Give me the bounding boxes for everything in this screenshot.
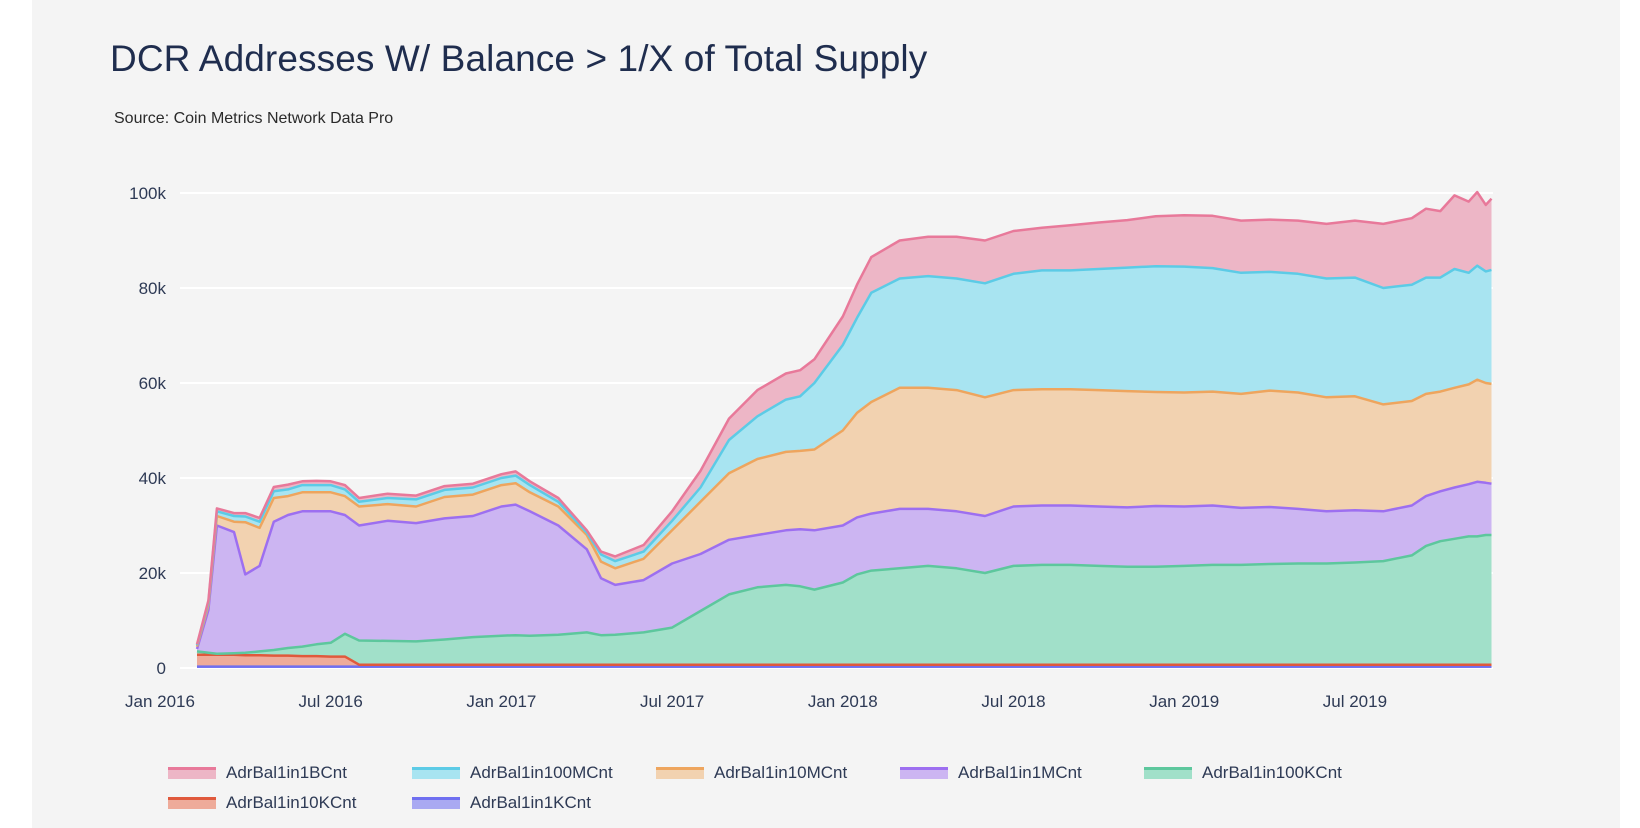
x-tick-label: Jul 2017 xyxy=(640,692,704,711)
legend-swatch-1b xyxy=(168,767,216,779)
legend-swatch-10k xyxy=(168,797,216,809)
chart-subtitle: Source: Coin Metrics Network Data Pro xyxy=(114,110,394,127)
y-tick-label: 60k xyxy=(139,374,167,393)
legend-label-100m: AdrBal1in100MCnt xyxy=(470,763,613,782)
legend-item-100k[interactable]: AdrBal1in100KCnt xyxy=(1144,762,1342,784)
y-tick-label: 40k xyxy=(139,469,167,488)
line-AdrBal1in10MCnt xyxy=(195,378,1492,647)
y-tick-label: 80k xyxy=(139,279,167,298)
x-tick-label: Jul 2018 xyxy=(981,692,1045,711)
legend-label-1k: AdrBal1in1KCnt xyxy=(470,793,591,812)
line-AdrBal1in100KCnt xyxy=(196,533,1492,656)
legend-swatch-100m xyxy=(412,767,460,779)
y-axis-ticks: 0 20k 40k 60k 80k 100k xyxy=(129,184,166,678)
legend-swatch-1m xyxy=(900,767,948,779)
x-tick-label: Jan 2018 xyxy=(808,692,878,711)
legend-swatch-100k xyxy=(1144,767,1192,779)
legend-swatch-1k xyxy=(412,797,460,809)
line-AdrBal1in100MCnt xyxy=(195,264,1492,646)
y-tick-label: 20k xyxy=(139,564,167,583)
legend-label-10k: AdrBal1in10KCnt xyxy=(226,793,357,812)
area-AdrBal1in1BCnt xyxy=(197,192,1492,646)
line-AdrBal1in10KCnt xyxy=(197,653,1492,666)
area-AdrBal1in10MCnt xyxy=(197,379,1492,649)
x-tick-label: Jul 2019 xyxy=(1323,692,1387,711)
y-tick-label: 100k xyxy=(129,184,166,203)
legend-item-1k[interactable]: AdrBal1in1KCnt xyxy=(412,792,591,814)
legend-label-100k: AdrBal1in100KCnt xyxy=(1202,763,1342,782)
legend-item-10m[interactable]: AdrBal1in10MCnt xyxy=(656,762,847,784)
area-AdrBal1in100MCnt xyxy=(197,265,1492,647)
legend-label-1b: AdrBal1in1BCnt xyxy=(226,763,347,782)
chart-title: DCR Addresses W/ Balance > 1/X of Total … xyxy=(110,38,928,79)
legend-item-1m[interactable]: AdrBal1in1MCnt xyxy=(900,762,1082,784)
x-tick-label: Jul 2016 xyxy=(299,692,363,711)
y-tick-label: 0 xyxy=(157,659,166,678)
x-axis-ticks: Jan 2016 Jul 2016 Jan 2017 Jul 2017 Jan 2018… xyxy=(125,692,1387,711)
legend-item-1b[interactable]: AdrBal1in1BCnt xyxy=(168,762,347,784)
legend-label-10m: AdrBal1in10MCnt xyxy=(714,763,848,782)
legend-label-1m: AdrBal1in1MCnt xyxy=(958,763,1082,782)
area-layers xyxy=(195,190,1493,668)
line-AdrBal1in1BCnt xyxy=(195,190,1493,645)
legend-item-10k[interactable]: AdrBal1in10KCnt xyxy=(168,792,356,814)
line-AdrBal1in1MCnt xyxy=(195,480,1492,650)
legend-swatch-10m xyxy=(656,767,704,779)
area-AdrBal1in1MCnt xyxy=(197,481,1492,654)
x-tick-label: Jan 2019 xyxy=(1149,692,1219,711)
x-tick-label: Jan 2017 xyxy=(466,692,536,711)
x-tick-label: Jan 2016 xyxy=(125,692,195,711)
legend-item-100m[interactable]: AdrBal1in100MCnt xyxy=(412,762,613,784)
